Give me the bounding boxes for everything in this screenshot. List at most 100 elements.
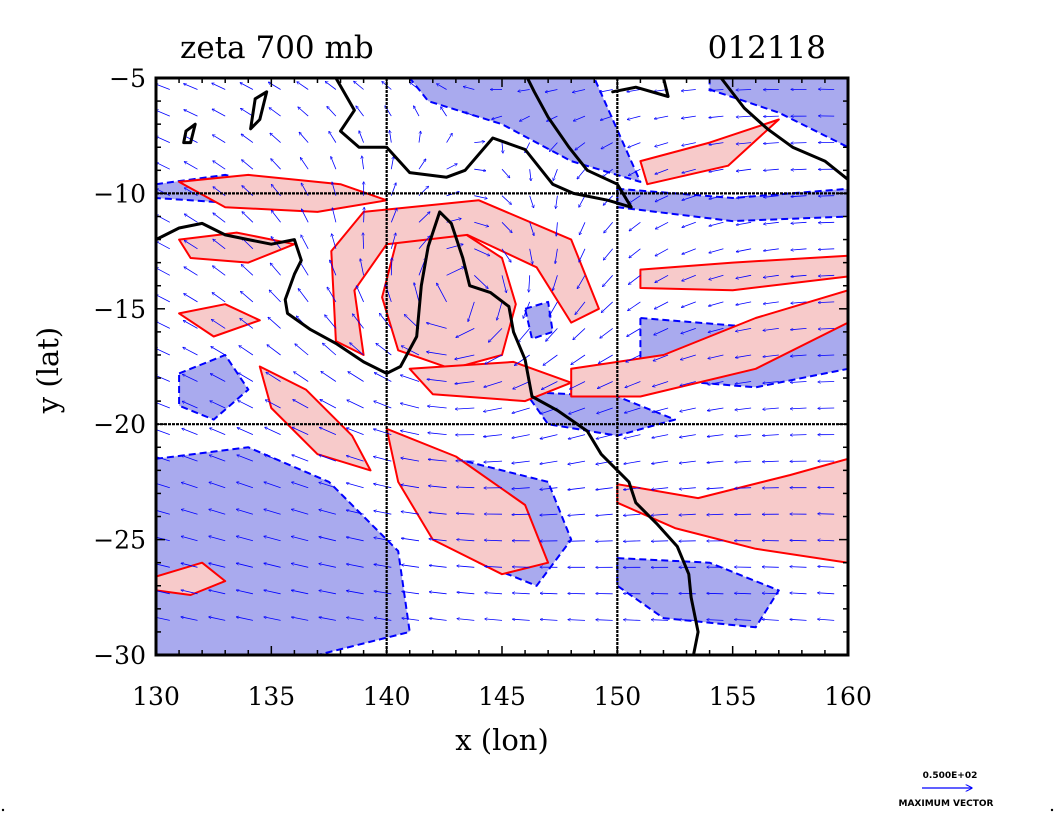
wind-vector <box>297 82 309 90</box>
reference-vector-label: MAXIMUM VECTOR <box>898 799 993 809</box>
wind-vector <box>266 372 281 382</box>
wind-vector <box>791 169 807 170</box>
wind-vector <box>347 400 364 409</box>
wind-vector <box>682 248 696 255</box>
wind-vector <box>818 222 835 223</box>
wind-vector <box>418 131 421 143</box>
wind-vector <box>602 168 613 177</box>
wind-vector <box>707 514 724 515</box>
wind-vector <box>211 347 226 356</box>
wind-vector <box>474 168 486 171</box>
wind-vector <box>181 482 198 489</box>
x-tick-label-155: 155 <box>709 682 757 711</box>
wind-vector <box>791 249 807 250</box>
wind-vector <box>679 620 696 621</box>
wind-vector <box>736 328 752 331</box>
wind-vector <box>762 435 779 436</box>
wind-vector <box>682 195 696 201</box>
wind-vector <box>332 182 337 196</box>
wind-vector <box>736 90 752 91</box>
wind-vector <box>682 221 696 227</box>
wind-vector <box>455 408 475 409</box>
wind-vector <box>818 593 835 594</box>
y-axis-label: y (lat) <box>31 327 65 414</box>
wind-vector <box>790 355 807 356</box>
wind-vector <box>356 106 364 117</box>
wind-vector <box>346 483 364 489</box>
wind-vector <box>184 188 198 197</box>
wind-vector <box>427 406 447 409</box>
wind-vector <box>501 275 506 292</box>
wind-vector <box>319 564 336 568</box>
wind-vector <box>209 590 226 595</box>
wind-vector <box>212 83 226 90</box>
wind-vector <box>603 248 614 260</box>
wind-vector <box>709 90 724 91</box>
wind-vector <box>735 354 752 358</box>
negative-zeta-region-south-east <box>616 557 780 629</box>
wind-vector <box>764 195 779 198</box>
coastline-new-britain <box>611 78 670 98</box>
wind-vector <box>437 84 447 90</box>
wind-vector <box>183 347 198 356</box>
wind-vector <box>298 107 309 117</box>
wind-vector <box>627 89 641 92</box>
wind-vector <box>709 195 724 199</box>
wind-vector <box>652 407 669 412</box>
coastline-new-guinea-south <box>334 78 633 209</box>
wind-vector <box>735 407 752 410</box>
wind-vector <box>681 301 696 308</box>
wind-vector <box>818 540 835 541</box>
wind-vector <box>319 427 337 435</box>
wind-vector <box>418 212 430 223</box>
wind-vector <box>210 428 226 435</box>
wind-vector <box>241 265 254 276</box>
y-tick-label: −30 <box>93 641 146 670</box>
x-tick-label-145: 145 <box>478 682 526 711</box>
wind-vector <box>182 455 198 462</box>
wind-vector <box>651 514 669 515</box>
wind-vector <box>181 536 198 542</box>
wind-vector <box>291 509 309 515</box>
wind-vector <box>764 169 779 170</box>
wind-vector <box>513 381 530 390</box>
wind-vector <box>512 488 530 489</box>
wind-vector <box>428 486 447 489</box>
wind-vector <box>264 617 281 621</box>
wind-vector <box>376 343 392 356</box>
wind-vector <box>347 591 364 595</box>
wind-vector <box>331 157 337 170</box>
wind-vector <box>301 209 309 223</box>
wind-vector <box>242 160 254 170</box>
wind-vector <box>319 617 336 621</box>
wind-vector <box>271 159 281 170</box>
wind-vector <box>791 302 807 303</box>
wind-vector <box>237 482 254 489</box>
wind-vector <box>818 275 835 276</box>
wind-vector <box>545 89 558 93</box>
wind-vector <box>573 115 586 121</box>
wind-vector <box>363 233 364 249</box>
x-tick-label-140: 140 <box>363 682 411 711</box>
wind-vector <box>763 248 779 251</box>
wind-vector <box>181 617 198 621</box>
wind-vector <box>540 487 558 490</box>
plot-layers <box>156 78 848 655</box>
wind-vector <box>374 618 392 621</box>
wind-vector <box>374 401 392 409</box>
wind-vector <box>156 268 170 276</box>
wind-vector <box>556 195 558 209</box>
wind-vector <box>213 239 226 250</box>
wind-vector <box>184 162 198 170</box>
wind-vector <box>553 275 558 290</box>
wind-vector <box>350 343 364 356</box>
y-axis-tick-labels: −5 −10 −15 −20 −25 −30 <box>93 64 146 670</box>
wind-vector <box>623 620 641 621</box>
wind-vector <box>209 536 226 542</box>
positive-vorticity-fill-layer <box>156 118 848 596</box>
wind-vector <box>579 248 586 262</box>
wind-vector <box>391 258 392 276</box>
wind-vector <box>764 143 779 144</box>
wind-vector <box>237 428 254 435</box>
wind-vector <box>401 512 420 515</box>
